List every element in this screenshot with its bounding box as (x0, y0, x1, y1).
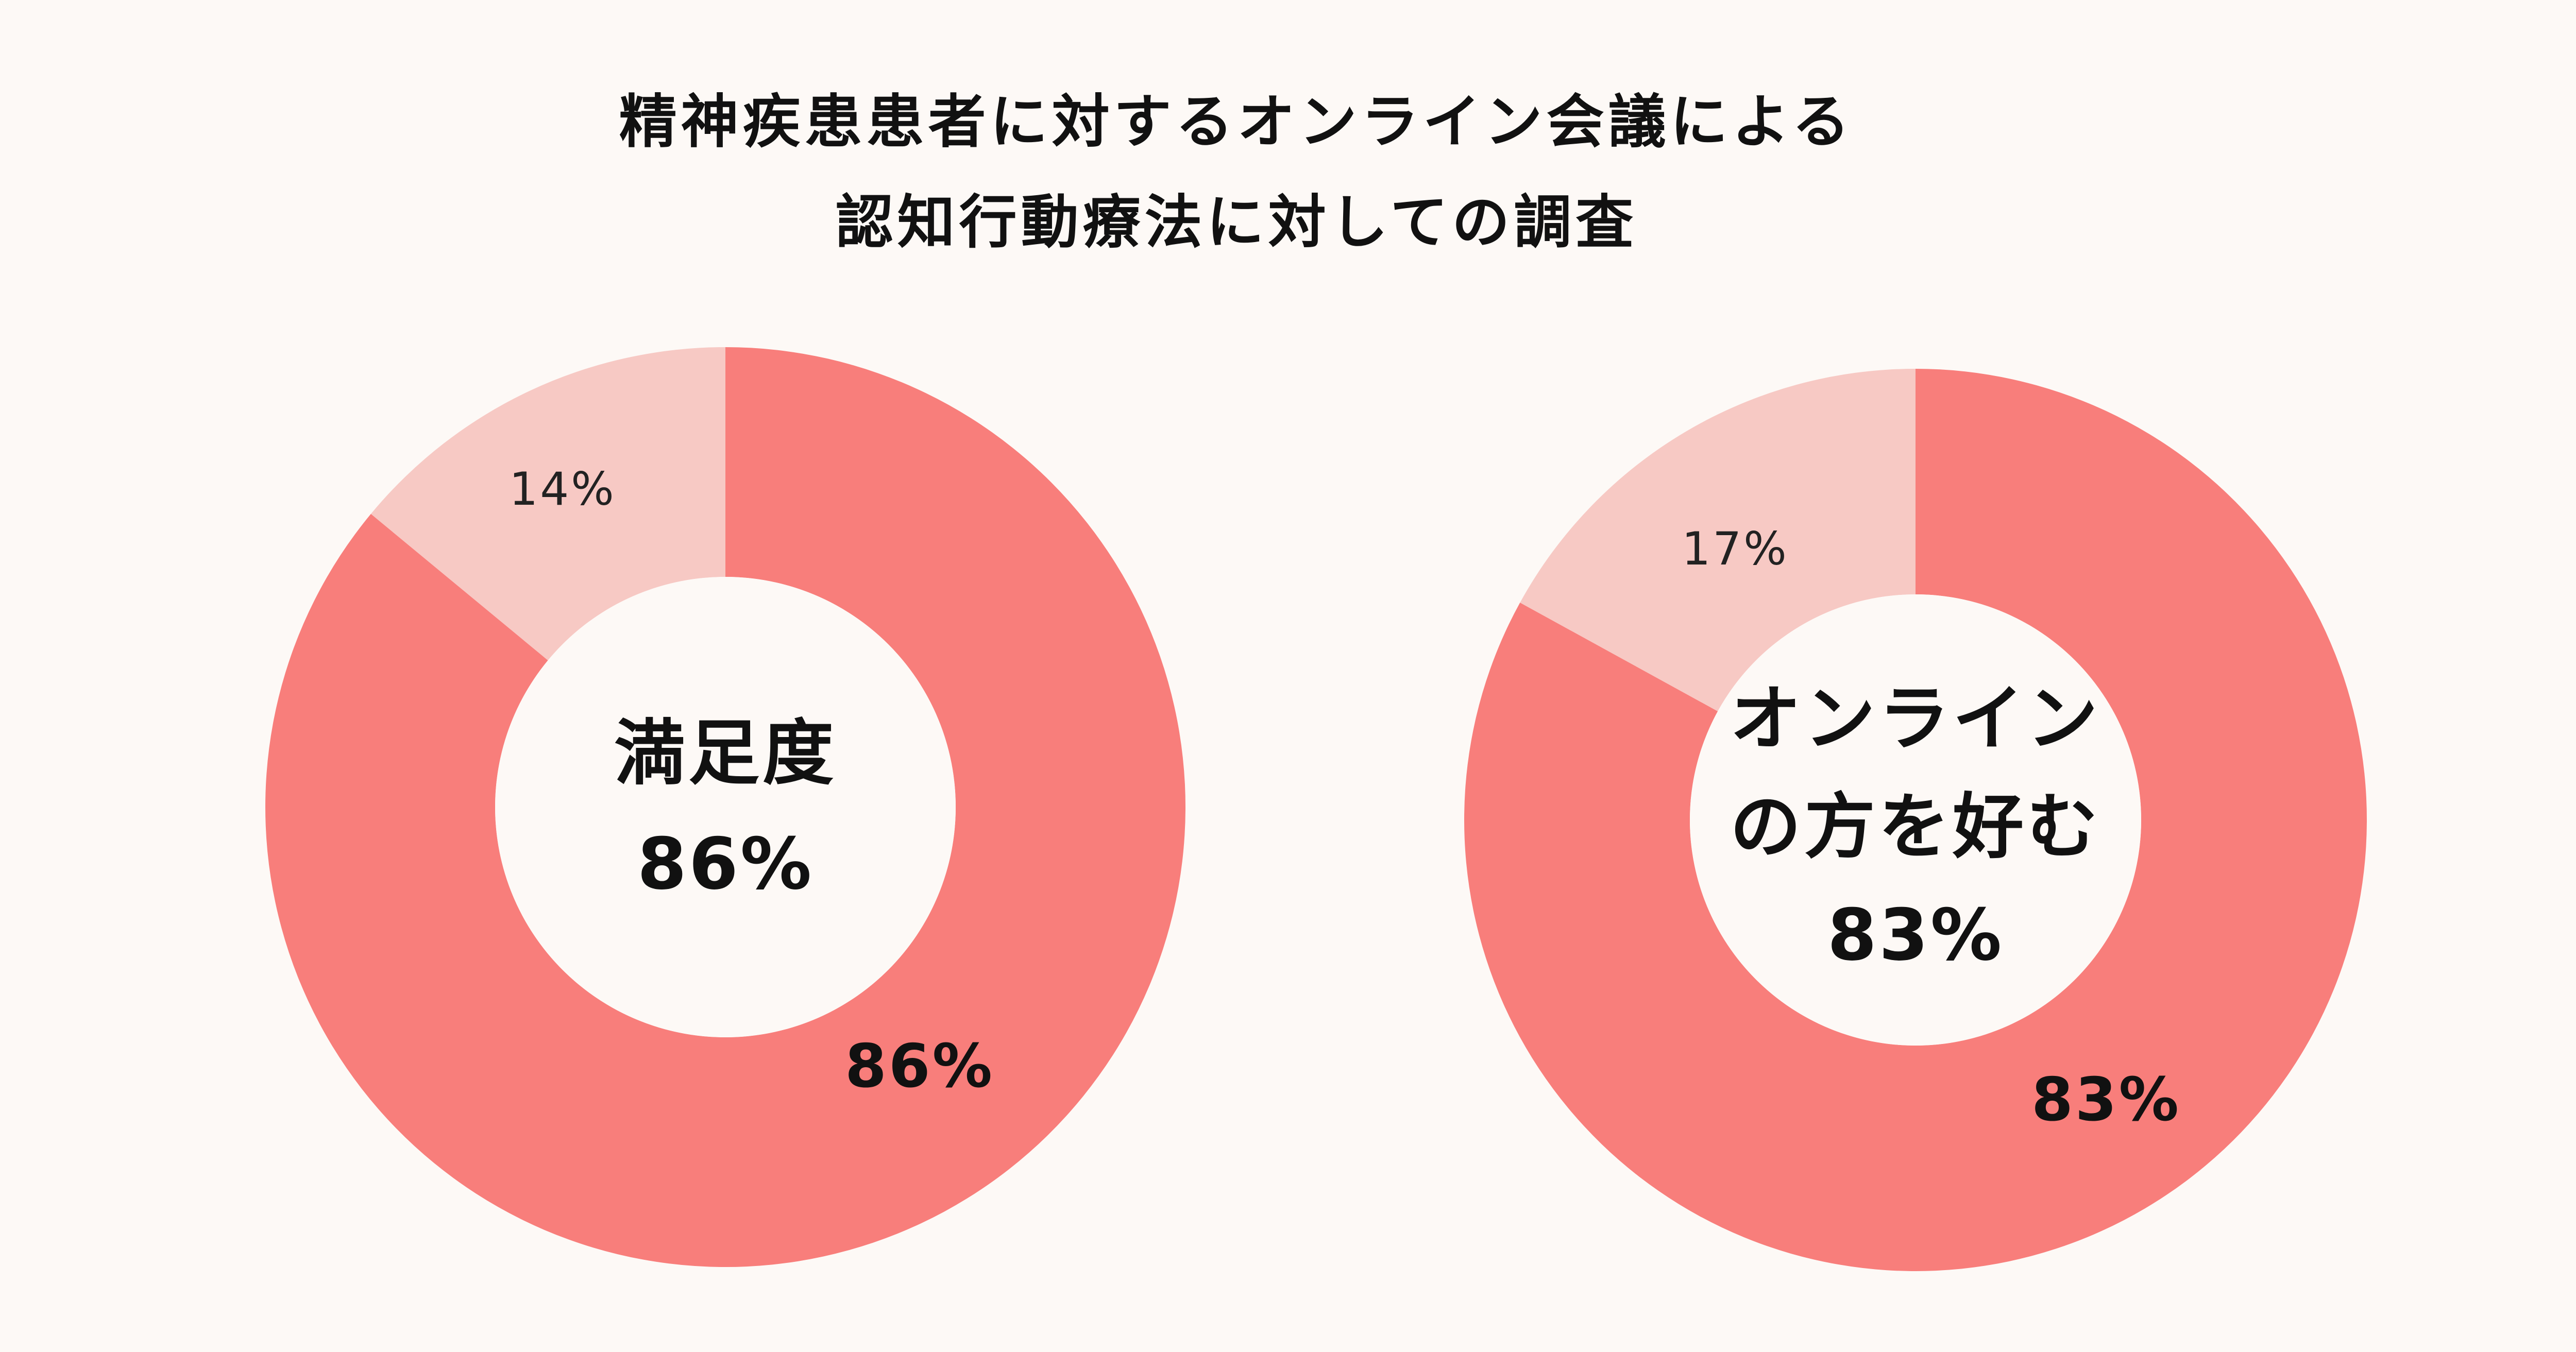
center-label-prefer-online-line-1: オンライン (1730, 677, 2101, 760)
donut-hole (1690, 594, 2141, 1046)
donut-slice-minor (370, 347, 725, 661)
center-label-satisfaction-line-1: 満足度 (614, 712, 837, 795)
center-label-prefer-online-line-2: の方を好む (1730, 785, 2101, 868)
donut-slice-minor (1520, 369, 1916, 711)
chart-title-line-1: 精神疾患患者に対するオンライン会議による (619, 89, 1854, 156)
chart-title-line-2: 認知行動療法に対しての調査 (836, 189, 1638, 256)
donut-chart-satisfaction: 86% 14% 満足度 86% (265, 347, 1186, 1267)
slice-label-major: 83% (2031, 1065, 2181, 1135)
center-label-satisfaction-line-2: 86% (637, 823, 814, 905)
center-label-prefer-online-line-3: 83% (1827, 894, 2004, 977)
slice-label-minor: 17% (1682, 522, 1789, 575)
donut-slice-major (265, 347, 1186, 1267)
slice-label-minor: 14% (509, 463, 616, 516)
donut-slice-major (1464, 369, 2367, 1271)
slice-label-major: 86% (845, 1032, 994, 1101)
donut-hole (495, 577, 956, 1037)
